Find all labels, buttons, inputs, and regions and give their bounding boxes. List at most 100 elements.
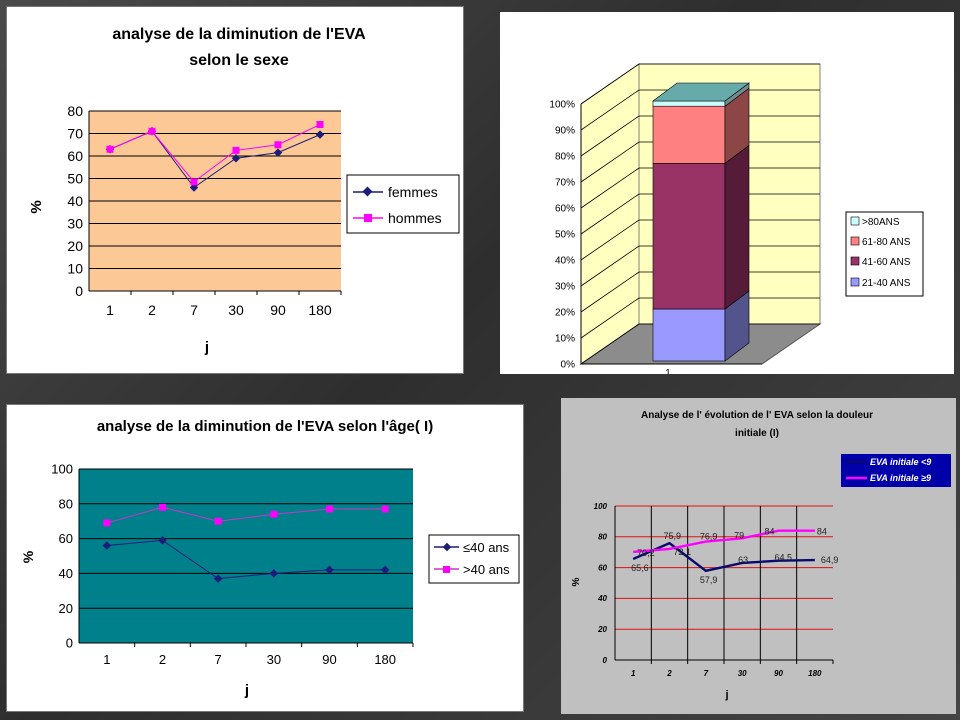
chart-initial-pain: Analyse de l' évolution de l' EVA selon … xyxy=(571,410,951,701)
legend-label-below-9: EVA initiale <9 xyxy=(870,457,931,467)
data-point xyxy=(273,148,283,157)
bar-segment-1 xyxy=(652,308,726,362)
y-tick-label: 80 xyxy=(598,533,607,542)
gridline xyxy=(580,245,820,287)
y-tick-label: 100 xyxy=(594,502,608,511)
data-point xyxy=(148,127,156,135)
data-point xyxy=(326,505,333,513)
x-tick-label: 180 xyxy=(374,652,396,667)
y-tick-label: 20 xyxy=(597,625,607,634)
y-tick-label: 100 xyxy=(51,462,73,477)
y-tick-label: 70 xyxy=(67,125,83,141)
chart-age-distribution: 0% 10% 20% 30% 40% 50% 60% 70% 80% 90% 100% 1 >80AN… xyxy=(549,63,924,374)
gridline xyxy=(580,297,820,339)
chart-title: analyse de la diminution de l'EVA selon … xyxy=(97,418,433,435)
x-tick-label: 90 xyxy=(322,652,336,667)
gridline xyxy=(580,167,820,209)
y-tick-label: 40% xyxy=(555,256,575,267)
data-label: 84 xyxy=(817,527,827,537)
y-tick-label: 50 xyxy=(67,170,83,186)
x-tick-label: 1 xyxy=(103,652,110,667)
y-tick-label: 40 xyxy=(597,594,607,603)
y-tick-label: 20 xyxy=(59,601,73,616)
y-tick-label: 20% xyxy=(555,308,575,319)
y-tick-label: 20 xyxy=(67,238,83,254)
y-tick-label: 70% xyxy=(555,178,575,189)
data-label: 65,6 xyxy=(631,563,649,573)
bar-segment-2 xyxy=(652,163,726,310)
x-axis-label: j xyxy=(244,682,249,699)
data-point xyxy=(269,569,279,578)
x-tick-label: 7 xyxy=(215,652,222,667)
y-tick-label: 80 xyxy=(59,496,73,511)
chart-panel-sex: analyse de la diminution de l'EVA selon … xyxy=(6,6,464,374)
gridline xyxy=(580,193,820,235)
data-point xyxy=(325,565,334,575)
x-tick-label: 7 xyxy=(190,302,198,318)
data-point xyxy=(381,505,389,513)
y-tick-label: 80% xyxy=(555,152,575,163)
x-tick-label: 180 xyxy=(308,302,332,318)
y-tick-label: 0 xyxy=(66,636,73,651)
chart-panel-age-distribution: 0% 10% 20% 30% 40% 50% 60% 70% 80% 90% 100% 1 >80AN… xyxy=(500,12,954,374)
x-tick-label: 1 xyxy=(665,368,671,374)
x-tick-label: 90 xyxy=(774,669,783,678)
gridline xyxy=(580,141,820,183)
x-tick-label: 90 xyxy=(270,302,286,318)
data-label: 72,1 xyxy=(674,547,692,557)
data-point xyxy=(214,517,222,525)
legend-label-over-40: >40 ans xyxy=(463,562,510,577)
data-label: 64,9 xyxy=(821,555,839,565)
y-tick-label: 90% xyxy=(555,126,575,137)
y-tick-label: 100% xyxy=(549,100,575,111)
data-label: 63 xyxy=(738,555,748,565)
x-tick-label: 2 xyxy=(148,302,156,318)
legend-label-21-40: 21-40 ANS xyxy=(862,278,911,289)
bar-top xyxy=(652,82,750,102)
x-tick-label: 1 xyxy=(106,302,114,318)
y-tick-label: 10 xyxy=(67,260,83,276)
legend-label-9-or-more: EVA initiale ≥9 xyxy=(870,473,931,483)
y-tick-label: 60 xyxy=(59,531,73,546)
gridline xyxy=(580,115,820,157)
legend-label-femmes: femmes xyxy=(388,184,438,200)
data-point xyxy=(232,146,240,154)
chart-panel-age: analyse de la diminution de l'EVA selon … xyxy=(6,404,524,712)
data-label: 79 xyxy=(734,530,744,540)
y-tick-label: 30 xyxy=(67,215,83,231)
series-line-2 xyxy=(633,529,815,554)
chart-title-line2: initiale (I) xyxy=(735,428,779,439)
gridline xyxy=(580,323,820,365)
chart-title-line1: Analyse de l' évolution de l' EVA selon … xyxy=(641,410,873,421)
legend-label-41-60: 41-60 ANS xyxy=(862,257,911,268)
y-tick-label: 0% xyxy=(561,360,576,371)
series-line-2 xyxy=(109,124,321,183)
y-tick-label: 60 xyxy=(598,563,607,572)
legend-label-61-80: 61-80 ANS xyxy=(862,237,911,248)
legend: EVA initiale <9 EVA initiale ≥9 xyxy=(841,454,951,487)
x-tick-label: 1 xyxy=(631,669,636,678)
data-label: 70,2 xyxy=(637,548,655,558)
data-label: 75,9 xyxy=(664,531,682,541)
series-line-2 xyxy=(106,506,386,524)
y-axis-label: % xyxy=(571,577,582,586)
data-point xyxy=(106,145,114,153)
data-label: 64,5 xyxy=(775,553,793,563)
x-tick-label: 180 xyxy=(808,669,822,678)
x-tick-label: 2 xyxy=(666,669,672,678)
legend-label-hommes: hommes xyxy=(388,210,442,226)
chart-title-line1: analyse de la diminution de l'EVA xyxy=(112,26,366,43)
x-tick-label: 30 xyxy=(738,669,747,678)
y-tick-label: 0 xyxy=(75,283,83,299)
bar-segment-4 xyxy=(652,100,726,107)
data-point xyxy=(315,130,325,139)
gridline xyxy=(580,219,820,261)
y-axis-label: % xyxy=(20,550,36,563)
bar-segment-3 xyxy=(652,105,726,164)
y-tick-label: 0 xyxy=(603,656,608,665)
gridline xyxy=(580,89,820,131)
chart-age: analyse de la diminution de l'EVA selon … xyxy=(20,418,520,699)
series-line-1 xyxy=(632,541,815,573)
data-point xyxy=(190,178,198,186)
data-label: 76,9 xyxy=(700,532,718,542)
